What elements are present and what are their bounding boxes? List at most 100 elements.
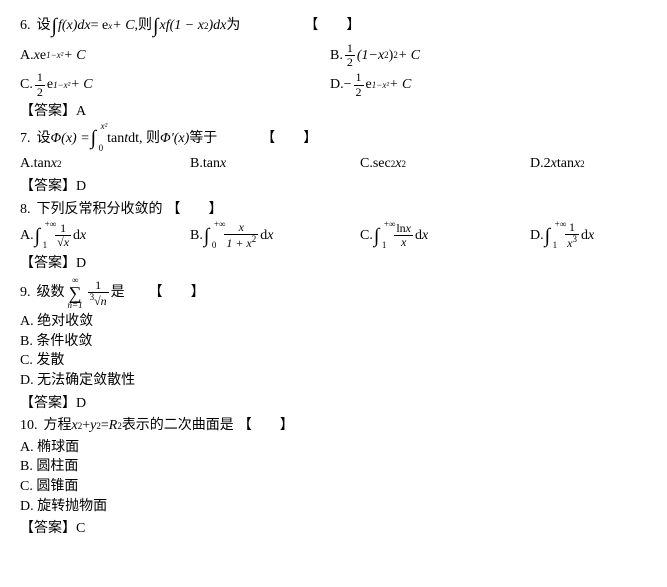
q7-A: A. tanx2 (20, 154, 160, 174)
q9-stem: 9. 级数 ∞∑n=1 13√n 是 【 】 (20, 276, 647, 310)
dv: 1 + x (226, 236, 251, 250)
l: C. (360, 226, 373, 246)
q10-post: 表示的二次曲面是 (122, 416, 234, 436)
r: √ (57, 235, 64, 249)
q7-D: D. 2xtanx2 (530, 154, 585, 174)
rb: n (101, 294, 107, 308)
x: x (588, 226, 594, 246)
q6-bracket: 【 】 (304, 16, 360, 36)
q9-C: C. 发散 (20, 351, 647, 371)
q6b-mid: (1−x (357, 46, 384, 66)
q6-int2p: )dx (208, 16, 226, 36)
q6-eq: = e (91, 16, 109, 36)
q6-optB: B. 12 (1−x2)2 + C (330, 42, 420, 69)
q8-ans: 【答案】D (20, 254, 647, 274)
p: 2 (544, 154, 551, 174)
q7-C: C. sec2 x2 (360, 154, 500, 174)
nv: x (406, 221, 411, 235)
q8-num: 8. (20, 200, 31, 220)
q7-mid: , 则 (139, 129, 160, 149)
eq: = (101, 416, 109, 436)
l: D. (530, 154, 544, 174)
n: 1 (565, 221, 579, 235)
t: tan (34, 154, 51, 174)
q6c-post: + C (70, 75, 92, 95)
ri: 3 (90, 292, 95, 302)
q9-D: D. 无法确定敛散性 (20, 371, 647, 391)
d: 2 (345, 56, 355, 69)
ll: 1 (382, 239, 387, 252)
b: n=1 (68, 301, 83, 310)
u: +∞ (45, 218, 57, 231)
x: x (80, 226, 86, 246)
int-sym: ∫ (52, 12, 57, 40)
q9-frac: 13√n (88, 279, 109, 308)
q8-D: D. ∫+∞1 1x3 dx (530, 221, 594, 250)
q7-num: 7. (20, 129, 31, 149)
ds: 2 (252, 234, 257, 244)
i: ∫+∞1 (545, 222, 550, 250)
m: ∑ (68, 285, 83, 301)
q6-int2: xf(1 − x (160, 16, 204, 36)
q6c-frac: 12 (35, 71, 45, 98)
dx: d (581, 226, 588, 246)
q6-mid: ,则 (135, 16, 153, 36)
n: 1 (354, 71, 364, 85)
q6-stem: 6. 设 ∫ f(x)dx = ex + C ,则 ∫ xf(1 − x2 )d… (20, 12, 647, 40)
s2: 2 (401, 158, 406, 171)
t: tan (557, 154, 574, 174)
ll: 0 (212, 239, 217, 252)
l: A. (20, 226, 34, 246)
l: B. (190, 226, 203, 246)
ll: 1 (43, 239, 48, 252)
q6d-neg: − (344, 75, 352, 95)
i: ∫+∞1 (374, 222, 379, 250)
dx: d (73, 226, 80, 246)
q6b-frac: 12 (345, 42, 355, 69)
q9-pre: 级数 (37, 283, 65, 303)
s: 2 (57, 158, 62, 171)
ds: 3 (572, 234, 577, 244)
l: C. (360, 154, 373, 174)
v: x (220, 154, 226, 174)
q7-ans: 【答案】D (20, 177, 647, 197)
d: 2 (354, 86, 364, 99)
t: sec (373, 154, 391, 174)
q6c-sup: 1−x² (53, 79, 70, 92)
q7-phi: Φ(x) = (51, 129, 90, 149)
dt: dt (128, 129, 139, 149)
ln: ln (396, 221, 405, 235)
q9-post: 是 (111, 283, 125, 303)
n: lnx (394, 222, 413, 236)
q6-num: 6. (20, 16, 31, 36)
q8-A: A. ∫+∞1 1√x dx (20, 221, 160, 250)
q7-int: ∫x²0 (91, 124, 96, 152)
q6-optC: C. 12 e1−x² + C (20, 71, 300, 98)
q7-br: 【 】 (261, 129, 317, 149)
q9-num: 9. (20, 283, 31, 303)
q10-pre: 方程 (44, 416, 72, 436)
q6a-post: + C (63, 46, 85, 66)
q6-ans: 【答案】A (20, 102, 647, 122)
ll: 0 (99, 142, 104, 155)
u: +∞ (384, 218, 396, 231)
d: √x (55, 236, 71, 249)
q7-opts: A. tanx2 B. tanx C. sec2 x2 D. 2xtanx2 (20, 154, 647, 174)
u: +∞ (214, 218, 226, 231)
q7-phip: Φ′(x) (160, 129, 189, 149)
R: R (109, 416, 118, 436)
sigma: ∞∑n=1 (68, 276, 83, 310)
q9-B: B. 条件收敛 (20, 332, 647, 352)
t: tan (203, 154, 220, 174)
q9-A: A. 绝对收敛 (20, 312, 647, 332)
s: 2 (580, 158, 585, 171)
q7-pre: 设 (37, 129, 51, 149)
f: lnxx (394, 222, 413, 249)
q8-text: 下列反常积分收敛的 (37, 200, 163, 220)
lblA: A. (20, 46, 34, 66)
q7-post: 等于 (189, 129, 217, 149)
q7-stem: 7. 设 Φ(x) = ∫x²0 tantdt , 则 Φ′(x) 等于 【 】 (20, 124, 647, 152)
q10-br: 【 】 (238, 416, 294, 436)
q6d-frac: 12 (354, 71, 364, 98)
l: B. (190, 154, 203, 174)
